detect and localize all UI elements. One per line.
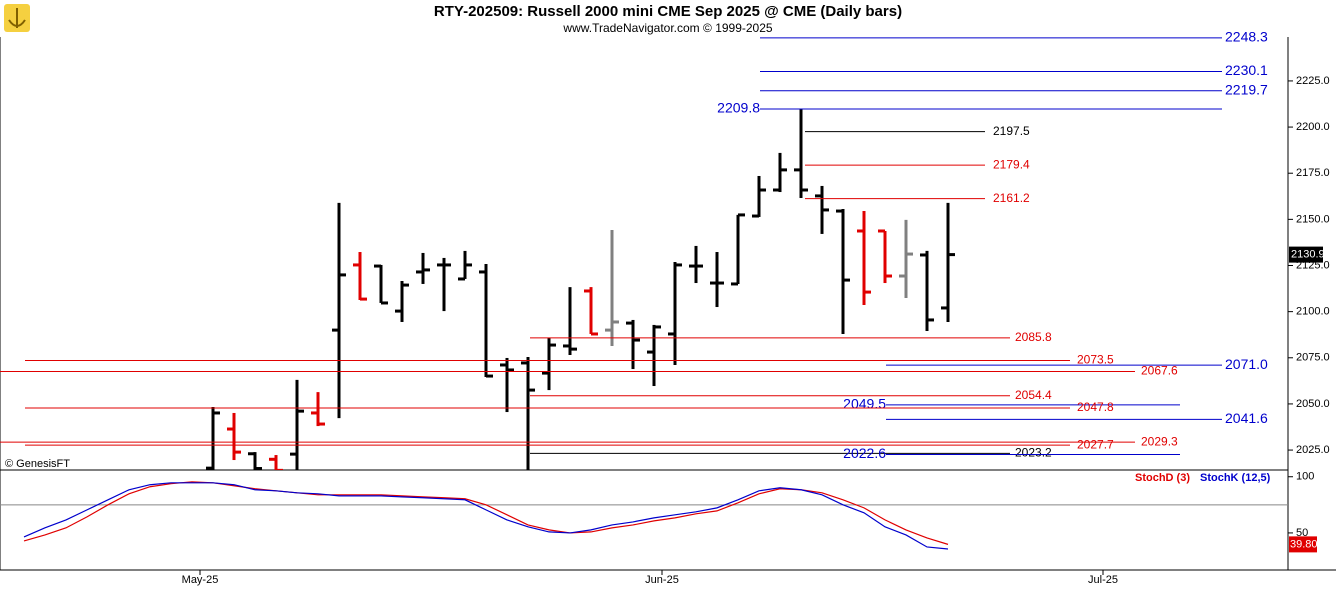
y-tick-label: 2225.0 [1296, 75, 1330, 87]
last-value-box [1289, 536, 1317, 553]
level-label: 2230.1 [1225, 62, 1268, 78]
y-tick-label: 2150.0 [1296, 213, 1330, 225]
level-label: 2067.6 [1141, 364, 1178, 378]
annotation: © GenesisFT [5, 458, 70, 470]
y-tick-label: 2175.0 [1296, 167, 1330, 179]
last-price-label: 2130.9 [1291, 249, 1325, 261]
x-tick-label: May-25 [182, 574, 219, 586]
stoch-line [23, 482, 949, 550]
y-tick-label: 2200.0 [1296, 121, 1330, 133]
overlay: 2025.02050.02075.02100.02125.02150.02175… [0, 29, 1330, 586]
y-tick-label: 2025.0 [1296, 444, 1330, 456]
level-label: 2197.5 [993, 124, 1030, 138]
logo [4, 4, 30, 32]
chart-title: RTY-202509: Russell 2000 mini CME Sep 20… [434, 3, 902, 20]
legend-entry: StochK (12,5) [1200, 472, 1271, 484]
level-label: 2041.6 [1225, 410, 1268, 426]
x-tick-label: Jun-25 [645, 574, 679, 586]
level-label: 2161.2 [993, 191, 1030, 205]
level-label: 2029.3 [1141, 434, 1178, 448]
x-tick-label: Jul-25 [1088, 574, 1118, 586]
level-label: 2047.8 [1077, 400, 1114, 414]
last-price-box [1289, 246, 1323, 263]
level-label: 2027.7 [1077, 437, 1114, 451]
level-label: 2248.3 [1225, 29, 1268, 45]
chart-subtitle: www.TradeNavigator.com © 1999-2025 [562, 21, 772, 35]
y-tick-label: 2100.0 [1296, 306, 1330, 318]
level-label: 2209.8 [717, 100, 760, 116]
level-label: 2219.7 [1225, 81, 1268, 97]
level-label: 2022.6 [843, 445, 886, 461]
level-label: 2049.5 [843, 396, 886, 412]
y-tick-label: 50 [1296, 527, 1308, 539]
level-label: 2054.4 [1015, 388, 1052, 402]
level-label: 2073.5 [1077, 353, 1114, 367]
level-label: 2023.2 [1015, 446, 1052, 460]
level-label: 2179.4 [993, 157, 1030, 171]
y-tick-label: 100 [1296, 471, 1314, 483]
y-tick-label: 2075.0 [1296, 352, 1330, 364]
y-tick-label: 2050.0 [1296, 398, 1330, 410]
legend-entry: StochD (3) [1135, 472, 1190, 484]
level-label: 2071.0 [1225, 356, 1268, 372]
last-value-label: 39.80 [1290, 538, 1318, 550]
level-label: 2085.8 [1015, 330, 1052, 344]
